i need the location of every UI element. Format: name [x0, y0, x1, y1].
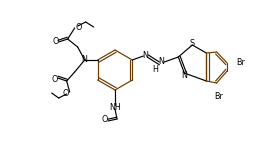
Text: Br: Br: [236, 58, 245, 67]
Text: NH: NH: [109, 103, 121, 111]
Text: O: O: [62, 89, 69, 97]
Text: O: O: [51, 74, 58, 84]
Text: S: S: [190, 39, 195, 49]
Text: Br: Br: [214, 92, 223, 101]
Text: N: N: [181, 71, 187, 79]
Text: O: O: [53, 36, 59, 46]
Text: O: O: [102, 115, 108, 125]
Text: N: N: [82, 55, 88, 65]
Text: N: N: [158, 57, 164, 67]
Text: H: H: [152, 65, 158, 73]
Text: O: O: [76, 22, 82, 32]
Text: N: N: [142, 51, 148, 59]
